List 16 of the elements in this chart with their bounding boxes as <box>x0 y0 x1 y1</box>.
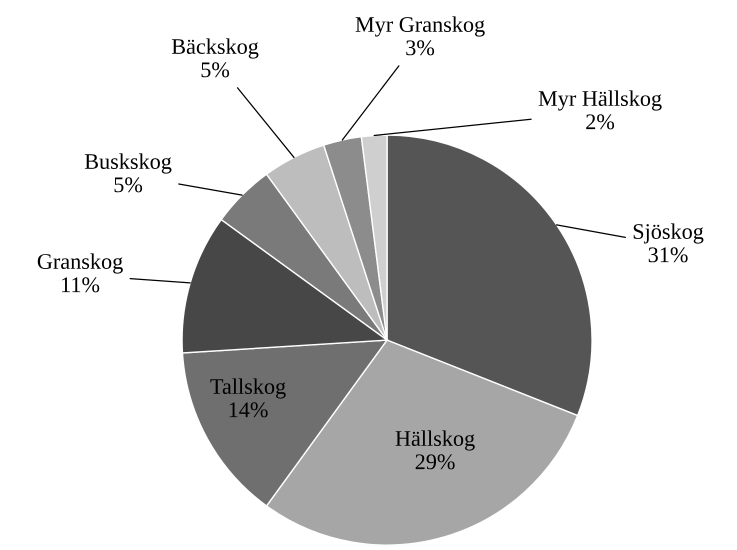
slice-label: Myr Hällskog <box>538 90 662 111</box>
data-label: 31% <box>648 247 688 262</box>
slice-label: Buskskog <box>84 153 172 174</box>
data-label: 2% <box>586 114 614 130</box>
slice-label: Sjöskog <box>634 223 704 244</box>
slice-label: Hällskog <box>396 430 475 451</box>
slice-label: Tallskog <box>210 378 286 399</box>
data-label: 14% <box>230 402 268 418</box>
slice-label: Bäckskog <box>172 38 258 59</box>
slice-label: Myr Granskog <box>356 16 485 37</box>
data-label: 3% <box>406 40 434 56</box>
data-label: 29% <box>416 454 455 470</box>
data-label: 5% <box>114 177 142 192</box>
data-label: 5% <box>202 62 230 78</box>
data-label: 11% <box>62 277 100 292</box>
slice-label: Granskog <box>38 253 123 274</box>
